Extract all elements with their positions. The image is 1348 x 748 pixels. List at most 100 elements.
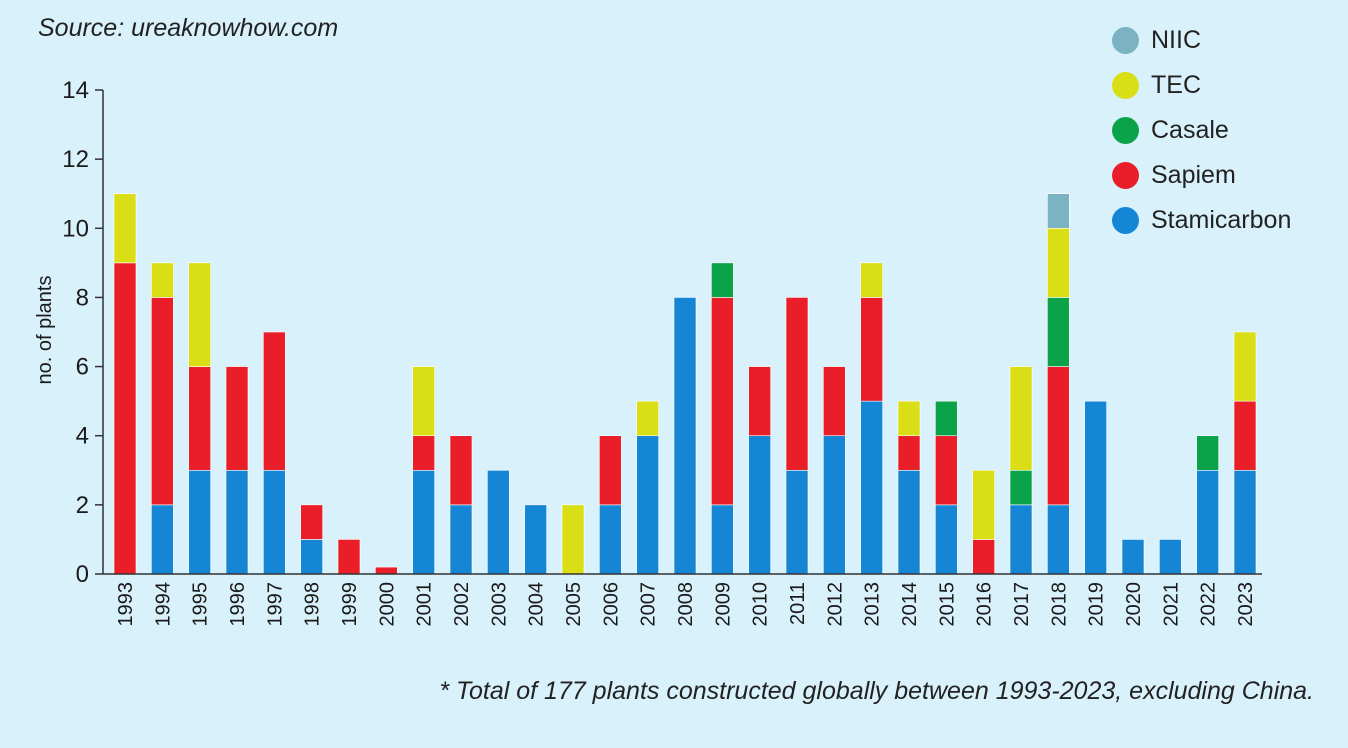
x-tick-label: 2005 bbox=[563, 582, 585, 627]
x-tick-label: 2007 bbox=[638, 582, 660, 627]
bars bbox=[113, 193, 1257, 575]
legend-item-casale: Casale bbox=[1112, 108, 1291, 153]
legend-label: Sapiem bbox=[1151, 161, 1236, 189]
bar-segment-sapiem bbox=[972, 539, 995, 575]
y-tick-label: 8 bbox=[76, 284, 89, 311]
bar-segment-stamicarbon bbox=[711, 504, 734, 575]
bar-segment-stamicarbon bbox=[935, 504, 958, 575]
x-tick-label: 2012 bbox=[824, 582, 846, 627]
bar-segment-stamicarbon bbox=[1196, 469, 1219, 575]
bar-segment-sapiem bbox=[1233, 400, 1257, 471]
bar-segment-sapiem bbox=[337, 539, 361, 575]
bar-segment-stamicarbon bbox=[860, 400, 883, 575]
bar-segment-stamicarbon bbox=[785, 469, 809, 575]
bar-segment-tec bbox=[113, 193, 137, 264]
bar-segment-stamicarbon bbox=[188, 469, 211, 575]
bar-segment-stamicarbon bbox=[300, 539, 323, 575]
bar-segment-stamicarbon bbox=[1233, 469, 1257, 575]
bar-segment-stamicarbon bbox=[263, 469, 286, 575]
bar-segment-stamicarbon bbox=[897, 469, 921, 575]
legend-swatch bbox=[1112, 207, 1139, 234]
bar-segment-sapiem bbox=[263, 331, 286, 471]
legend-swatch bbox=[1112, 117, 1139, 144]
y-tick-label: 10 bbox=[62, 215, 89, 242]
legend: NIIC TEC Casale Sapiem Stamicarbon bbox=[1112, 18, 1291, 243]
bar-segment-sapiem bbox=[449, 435, 473, 506]
bar-segment-tec bbox=[1009, 366, 1033, 471]
x-tick-label: 2019 bbox=[1086, 582, 1108, 627]
bar-segment-sapiem bbox=[599, 435, 622, 506]
bar-segment-sapiem bbox=[188, 366, 211, 471]
bar-segment-stamicarbon bbox=[1009, 504, 1033, 575]
legend-label: TEC bbox=[1151, 71, 1201, 99]
y-tick-label: 12 bbox=[62, 146, 89, 173]
legend-swatch bbox=[1112, 162, 1139, 189]
x-tick-label: 2001 bbox=[414, 582, 436, 627]
bar-segment-sapiem bbox=[225, 366, 249, 471]
bar-segment-tec bbox=[1233, 331, 1257, 402]
footnote: * Total of 177 plants constructed global… bbox=[439, 677, 1314, 705]
bar-segment-stamicarbon bbox=[225, 469, 249, 575]
bar-segment-tec bbox=[636, 400, 659, 437]
x-tick-label: 2013 bbox=[862, 582, 884, 627]
x-tick-label: 2023 bbox=[1235, 582, 1257, 627]
bar-segment-casale bbox=[1196, 435, 1219, 471]
legend-item-stamicarbon: Stamicarbon bbox=[1112, 198, 1291, 243]
legend-label: Stamicarbon bbox=[1151, 206, 1292, 234]
bar-segment-sapiem bbox=[711, 297, 734, 506]
bar-segment-stamicarbon bbox=[151, 504, 174, 575]
bar-segment-sapiem bbox=[412, 435, 435, 471]
legend-label: Casale bbox=[1151, 116, 1229, 144]
legend-swatch bbox=[1112, 72, 1139, 99]
bar-segment-sapiem bbox=[823, 366, 846, 437]
x-tick-label: 2002 bbox=[451, 582, 473, 627]
bar-segment-tec bbox=[151, 262, 174, 298]
x-tick-label: 2022 bbox=[1198, 582, 1220, 627]
legend-label: NIIC bbox=[1151, 26, 1201, 54]
bar-segment-niic bbox=[1047, 193, 1070, 229]
bar-segment-stamicarbon bbox=[449, 504, 473, 575]
x-tick-label: 1997 bbox=[264, 582, 286, 627]
bar-segment-sapiem bbox=[375, 566, 398, 575]
bar-segment-stamicarbon bbox=[1159, 539, 1182, 575]
x-tick-label: 2020 bbox=[1123, 582, 1145, 627]
y-tick-label: 0 bbox=[76, 561, 89, 588]
bar-segment-tec bbox=[188, 262, 211, 367]
bar-segment-sapiem bbox=[151, 297, 174, 506]
y-tick-label: 14 bbox=[62, 77, 89, 104]
y-tick-label: 6 bbox=[76, 354, 89, 381]
x-tick-label: 1995 bbox=[190, 582, 212, 627]
x-tick-label: 2004 bbox=[526, 582, 548, 627]
x-tick-label: 1999 bbox=[339, 582, 361, 627]
x-tick-label: 2008 bbox=[675, 582, 697, 627]
legend-swatch bbox=[1112, 27, 1139, 54]
bar-segment-stamicarbon bbox=[1084, 400, 1107, 575]
bar-segment-sapiem bbox=[113, 262, 137, 575]
bar-segment-stamicarbon bbox=[487, 469, 510, 575]
bar-segment-sapiem bbox=[860, 297, 883, 402]
source-note: Source: ureaknowhow.com bbox=[38, 14, 339, 42]
bar-segment-sapiem bbox=[785, 297, 809, 471]
bar-segment-sapiem bbox=[935, 435, 958, 506]
bar-segment-sapiem bbox=[897, 435, 921, 471]
legend-item-tec: TEC bbox=[1112, 63, 1291, 108]
x-tick-label: 2016 bbox=[974, 582, 996, 627]
y-tick-label: 2 bbox=[76, 492, 89, 519]
bar-segment-sapiem bbox=[748, 366, 771, 437]
x-tick-label: 2018 bbox=[1048, 582, 1070, 627]
x-tick-label: 1993 bbox=[115, 582, 137, 627]
x-tick-label: 2000 bbox=[376, 582, 398, 627]
bar-segment-stamicarbon bbox=[748, 435, 771, 575]
x-tick-label: 2015 bbox=[936, 582, 958, 627]
x-tick-label: 2014 bbox=[899, 582, 921, 627]
bar-segment-stamicarbon bbox=[524, 504, 547, 575]
x-tick-label: 1994 bbox=[152, 582, 174, 627]
bar-segment-sapiem bbox=[300, 504, 323, 540]
y-axis: 0 2 4 6 8 10 12 14 bbox=[62, 77, 104, 588]
y-axis-title: no. of plants bbox=[34, 276, 56, 385]
x-tick-label: 2010 bbox=[750, 582, 772, 627]
bar-segment-casale bbox=[711, 262, 734, 298]
bar-segment-tec bbox=[972, 469, 995, 540]
bar-segment-stamicarbon bbox=[823, 435, 846, 575]
